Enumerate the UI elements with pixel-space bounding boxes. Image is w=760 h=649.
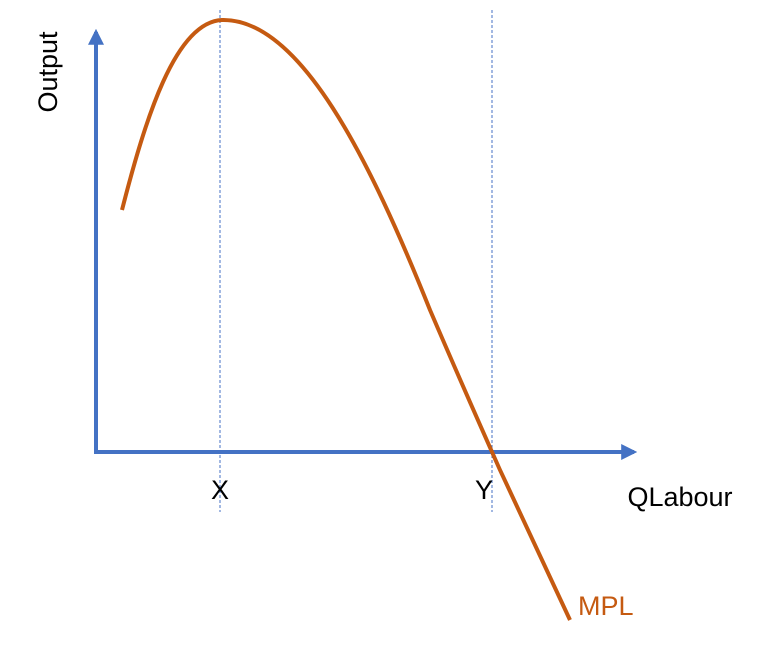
mpl-curve [120,17,572,621]
marker-label: Y [475,475,493,505]
y-axis-label: Output [33,31,63,113]
curve-label: MPL [578,591,634,621]
marker-label: X [211,475,229,505]
x-axis-label: QLabour [627,482,732,512]
